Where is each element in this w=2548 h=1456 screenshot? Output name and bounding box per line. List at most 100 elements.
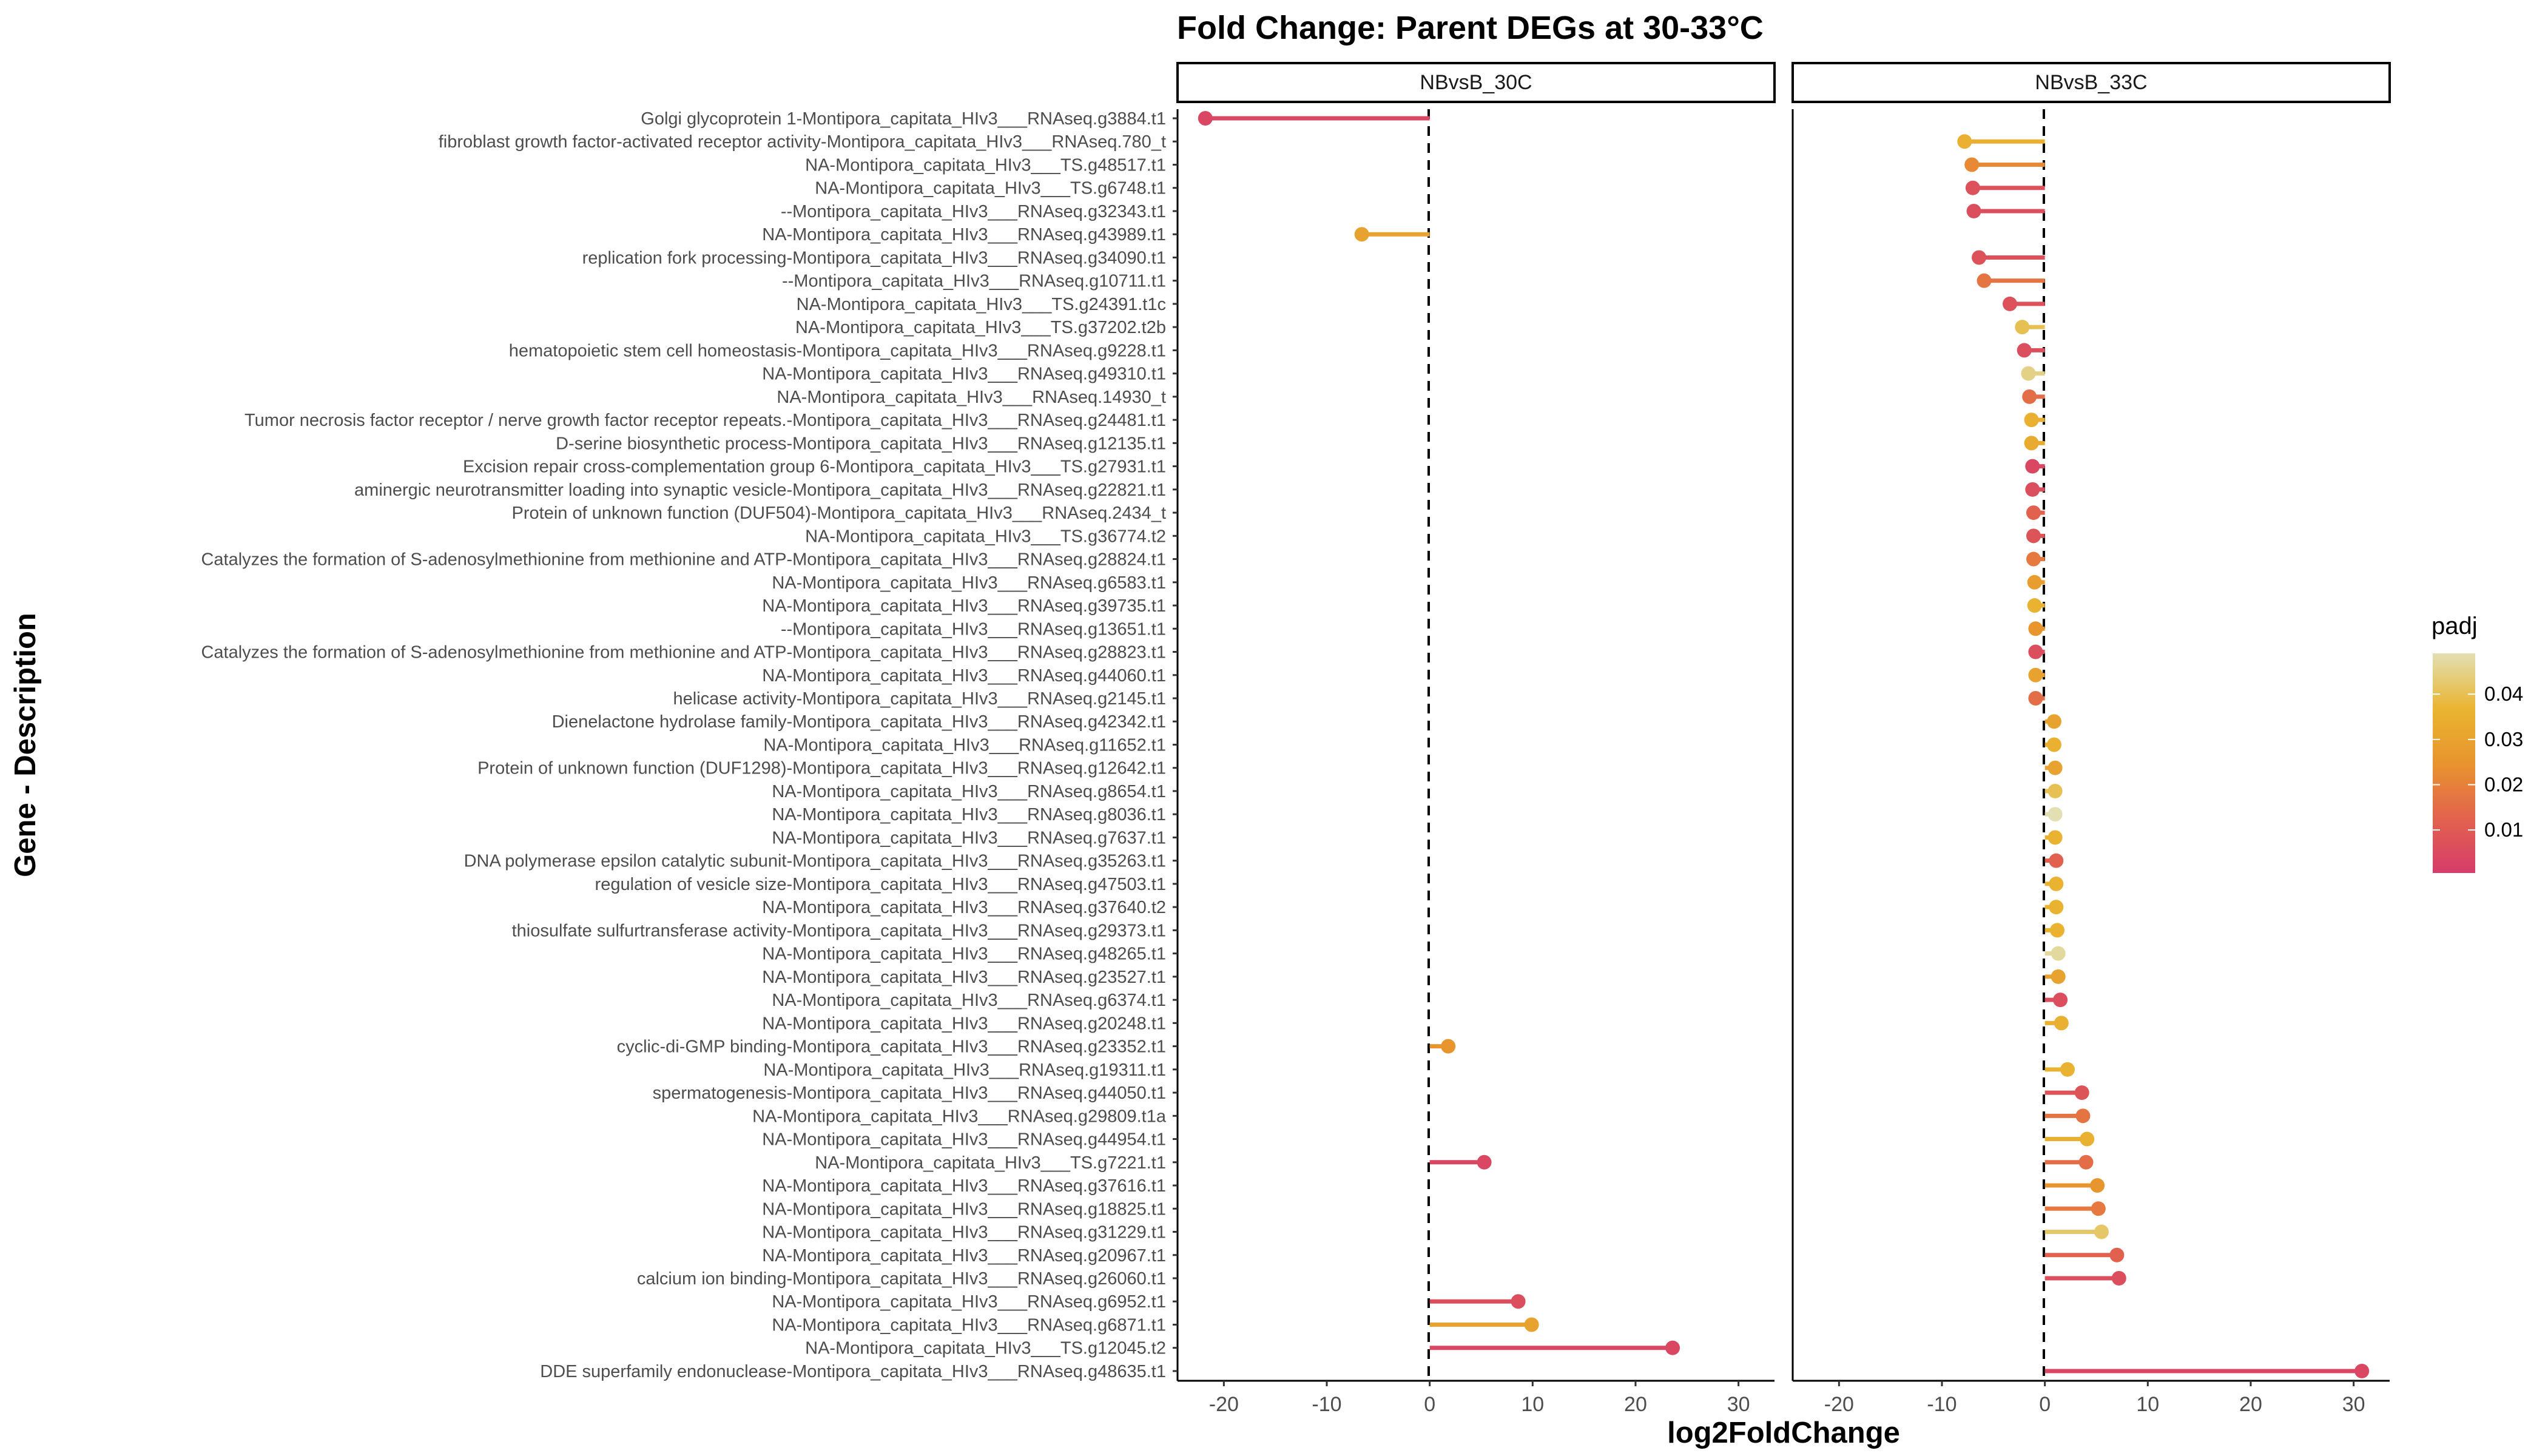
gene-label: NA-Montipora_capitata_HIv3___RNAseq.g397… bbox=[762, 596, 1166, 616]
lollipop-point bbox=[1965, 180, 1980, 195]
x-tick-label: 20 bbox=[1624, 1393, 1647, 1416]
lollipop-point bbox=[2048, 807, 2063, 822]
chart-title: Fold Change: Parent DEGs at 30-33°C bbox=[1177, 10, 1764, 46]
gene-label: NA-Montipora_capitata_HIv3___RNAseq.g493… bbox=[762, 365, 1166, 384]
lollipop-point bbox=[2026, 551, 2041, 567]
lollipop-point bbox=[2017, 343, 2032, 358]
gene-label: NA-Montipora_capitata_HIv3___RNAseq.g482… bbox=[762, 945, 1166, 964]
x-tick-label: -20 bbox=[1209, 1393, 1239, 1416]
lollipop-point bbox=[1511, 1294, 1526, 1309]
x-tick-label: 10 bbox=[1521, 1393, 1544, 1416]
gene-label: Protein of unknown function (DUF504)-Mon… bbox=[512, 504, 1166, 523]
lollipop-point bbox=[2025, 482, 2040, 497]
x-axis-title: log2FoldChange bbox=[1667, 1417, 1900, 1449]
gene-label: Dienelactone hydrolase family-Montipora_… bbox=[552, 712, 1166, 732]
lollipop-point bbox=[2049, 900, 2064, 915]
lollipop-point bbox=[2091, 1201, 2106, 1216]
gene-label: NA-Montipora_capitata_HIv3___RNAseq.g763… bbox=[772, 828, 1166, 848]
gene-label: NA-Montipora_capitata_HIv3___RNAseq.1493… bbox=[777, 388, 1166, 407]
gene-label: NA-Montipora_capitata_HIv3___RNAseq.g695… bbox=[772, 1292, 1166, 1312]
lollipop-point bbox=[1441, 1039, 1456, 1054]
lollipop-point bbox=[2025, 459, 2040, 474]
gene-label: NA-Montipora_capitata_HIv3___RNAseq.g209… bbox=[762, 1246, 1166, 1266]
gene-label: regulation of vesicle size-Montipora_cap… bbox=[595, 875, 1166, 894]
gene-label: replication fork processing-Montipora_ca… bbox=[582, 248, 1166, 268]
lollipop-point bbox=[2049, 876, 2064, 891]
gene-label: spermatogenesis-Montipora_capitata_HIv3_… bbox=[653, 1084, 1166, 1103]
x-tick-label: 0 bbox=[1424, 1393, 1435, 1416]
gene-label: NA-Montipora_capitata_HIv3___RNAseq.g376… bbox=[762, 898, 1166, 917]
gene-label: aminergic neurotransmitter loading into … bbox=[354, 480, 1166, 500]
gene-label: Catalyzes the formation of S-adenosylmet… bbox=[201, 643, 1166, 662]
lollipop-point bbox=[1966, 203, 1981, 218]
gene-label: NA-Montipora_capitata_HIv3___RNAseq.g298… bbox=[752, 1107, 1167, 1126]
gene-label: Excision repair cross-complementation gr… bbox=[463, 457, 1166, 477]
lollipop-point bbox=[2060, 1062, 2075, 1077]
gene-label: --Montipora_capitata_HIv3___RNAseq.g3234… bbox=[781, 202, 1166, 221]
x-tick-label: -10 bbox=[1927, 1393, 1956, 1416]
gene-label: NA-Montipora_capitata_HIv3___TS.g6748.t1 bbox=[815, 179, 1166, 198]
lollipop-point bbox=[2054, 1016, 2069, 1031]
gene-label: NA-Montipora_capitata_HIv3___RNAseq.g449… bbox=[762, 1130, 1166, 1150]
strip-33c-label: NBvsB_33C bbox=[2035, 71, 2147, 94]
lollipop-point bbox=[2002, 296, 2017, 311]
lollipop-point bbox=[2027, 575, 2042, 590]
lollipop-stems bbox=[1205, 116, 2362, 1373]
lollipop-point bbox=[2078, 1154, 2094, 1170]
gene-label: NA-Montipora_capitata_HIv3___RNAseq.g637… bbox=[772, 991, 1166, 1010]
lollipop-point bbox=[2080, 1131, 2095, 1147]
gene-label: thiosulfate sulfurtransferase activity-M… bbox=[512, 921, 1166, 940]
gene-label: NA-Montipora_capitata_HIv3___RNAseq.g865… bbox=[772, 782, 1166, 801]
gene-label: NA-Montipora_capitata_HIv3___RNAseq.g440… bbox=[762, 666, 1166, 686]
gene-label: cyclic-di-GMP binding-Montipora_capitata… bbox=[617, 1037, 1166, 1057]
lollipop-point bbox=[2051, 946, 2066, 961]
x-tick-label: 0 bbox=[2039, 1393, 2051, 1416]
lollipop-point bbox=[2028, 691, 2043, 706]
lollipop-point bbox=[2028, 621, 2043, 636]
lollipop-point bbox=[2109, 1247, 2125, 1262]
lollipop-point bbox=[1198, 111, 1213, 126]
lollipop-point bbox=[2111, 1271, 2126, 1286]
lollipop-point bbox=[2015, 320, 2030, 335]
gene-label: NA-Montipora_capitata_HIv3___TS.g37202.t… bbox=[795, 318, 1166, 337]
lollipop-point bbox=[1972, 250, 1987, 265]
gene-label: NA-Montipora_capitata_HIv3___RNAseq.g312… bbox=[762, 1223, 1166, 1242]
gene-label: fibroblast growth factor-activated recep… bbox=[439, 132, 1166, 152]
panel-30c bbox=[1176, 109, 1774, 1382]
legend: padj 0.01 0.02 0.03 0.04 bbox=[2432, 613, 2523, 873]
lollipop-point bbox=[2048, 760, 2063, 775]
lollipop-point bbox=[1964, 157, 1980, 172]
gene-label: Protein of unknown function (DUF1298)-Mo… bbox=[477, 759, 1166, 778]
lollipop-point bbox=[2024, 436, 2039, 451]
lollipop-point bbox=[1957, 134, 1972, 149]
lollipop-point bbox=[2094, 1224, 2109, 1239]
legend-colorbar bbox=[2433, 653, 2475, 873]
legend-title: padj bbox=[2432, 613, 2478, 639]
legend-tick-label: 0.02 bbox=[2484, 773, 2523, 795]
y-axis-labels: Golgi glycoprotein 1-Montipora_capitata_… bbox=[201, 109, 1178, 1381]
gene-label: NA-Montipora_capitata_HIv3___RNAseq.g202… bbox=[762, 1014, 1166, 1033]
lollipop-point bbox=[1977, 273, 1992, 288]
gene-label: hematopoietic stem cell homeostasis-Mont… bbox=[509, 341, 1166, 360]
gene-label: NA-Montipora_capitata_HIv3___RNAseq.g235… bbox=[762, 968, 1166, 987]
lollipop-point bbox=[2090, 1178, 2105, 1193]
gene-label: NA-Montipora_capitata_HIv3___RNAseq.g439… bbox=[762, 225, 1166, 244]
lollipop-point bbox=[2049, 853, 2064, 868]
gene-label: NA-Montipora_capitata_HIv3___RNAseq.g376… bbox=[762, 1176, 1166, 1196]
lollipop-point bbox=[1665, 1340, 1680, 1355]
lollipop-point bbox=[1524, 1317, 1539, 1332]
lollipop-point bbox=[2051, 969, 2066, 984]
lollipop-point bbox=[2050, 923, 2065, 938]
gene-label: NA-Montipora_capitata_HIv3___TS.g12045.t… bbox=[805, 1339, 1166, 1358]
strip-33c-box bbox=[1791, 62, 2391, 103]
x-tick-label: -10 bbox=[1312, 1393, 1341, 1416]
lollipop-point bbox=[2046, 714, 2061, 729]
gene-label: NA-Montipora_capitata_HIv3___TS.g7221.t1 bbox=[815, 1153, 1166, 1173]
gene-label: Golgi glycoprotein 1-Montipora_capitata_… bbox=[641, 109, 1166, 129]
lollipop-point bbox=[2028, 644, 2043, 659]
lollipop-point bbox=[2022, 389, 2037, 404]
lollipop-point bbox=[2048, 783, 2063, 798]
legend-tick-label: 0.04 bbox=[2484, 682, 2523, 705]
lollipop-point bbox=[2028, 667, 2043, 682]
